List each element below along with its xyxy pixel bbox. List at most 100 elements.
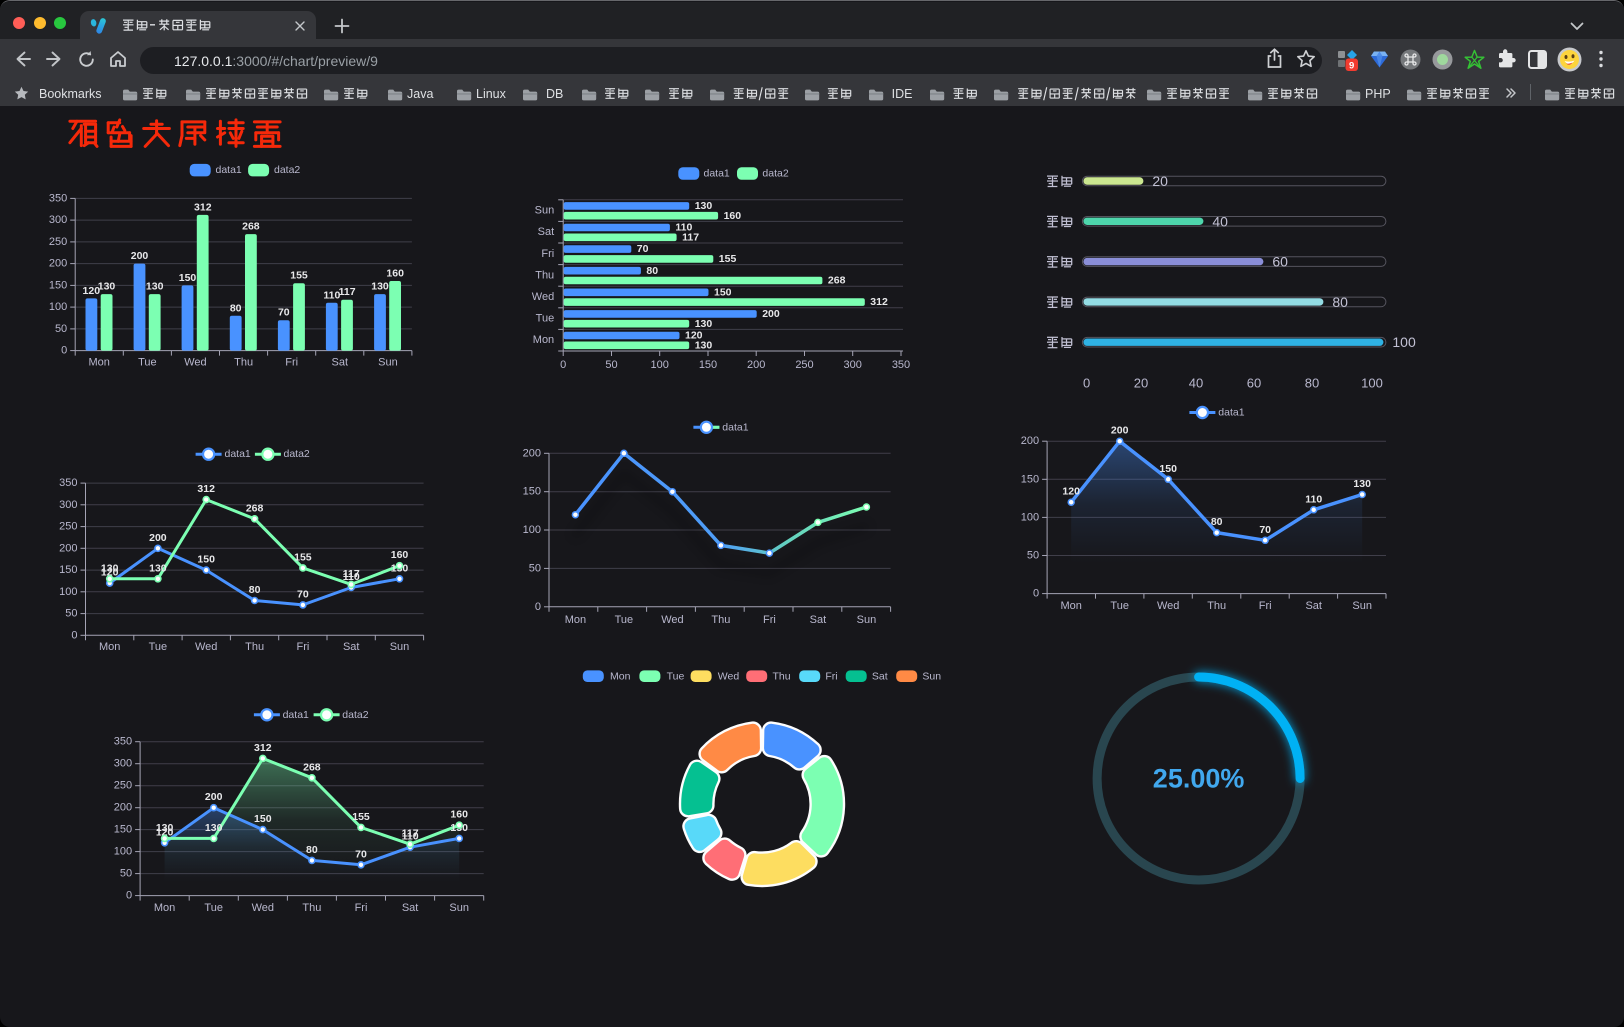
svg-text:120: 120 (1062, 486, 1080, 498)
svg-text:100: 100 (1361, 376, 1383, 391)
svg-text:Mon: Mon (154, 902, 175, 914)
svg-text:50: 50 (1027, 550, 1039, 562)
svg-text:Mon: Mon (565, 614, 586, 626)
svg-text:117: 117 (682, 231, 699, 243)
svg-text:data1: data1 (283, 709, 309, 721)
svg-text:350: 350 (49, 192, 67, 204)
svg-text:40: 40 (1212, 213, 1228, 229)
svg-text:data1: data1 (704, 168, 730, 180)
svg-text:50: 50 (605, 359, 617, 371)
svg-text:350: 350 (114, 736, 132, 748)
svg-text:155: 155 (719, 253, 737, 265)
svg-text:Sun: Sun (390, 641, 410, 653)
svg-text:200: 200 (59, 542, 77, 554)
svg-text:Wed: Wed (661, 614, 683, 626)
svg-text:Wed: Wed (1157, 600, 1179, 612)
svg-text:0: 0 (1033, 588, 1039, 600)
svg-text:0: 0 (71, 629, 77, 641)
svg-text:155: 155 (290, 270, 308, 282)
svg-text:data1: data1 (1218, 407, 1244, 419)
svg-text:9: 9 (1349, 60, 1354, 71)
svg-text:Wed: Wed (252, 902, 274, 914)
svg-text:100: 100 (49, 301, 67, 313)
svg-text:70: 70 (355, 848, 367, 860)
svg-text:130: 130 (156, 822, 174, 834)
svg-text:80: 80 (249, 584, 261, 596)
svg-text:Mon: Mon (1060, 600, 1081, 612)
svg-text:Sat: Sat (402, 902, 419, 914)
svg-text:100: 100 (651, 359, 669, 371)
svg-text:150: 150 (179, 272, 197, 284)
svg-text:Sat: Sat (538, 226, 555, 238)
svg-text:Tue: Tue (667, 670, 685, 682)
svg-text:Mon: Mon (88, 357, 109, 369)
svg-text:130: 130 (149, 562, 167, 574)
svg-text:100: 100 (1392, 334, 1416, 350)
svg-text:Mon: Mon (99, 641, 120, 653)
svg-text:110: 110 (402, 831, 419, 843)
svg-text:110: 110 (1305, 493, 1322, 505)
svg-text:200: 200 (747, 359, 765, 371)
svg-text:Sat: Sat (810, 614, 827, 626)
svg-text:20: 20 (1134, 376, 1148, 391)
svg-text:200: 200 (114, 802, 132, 814)
svg-text:data1: data1 (216, 164, 242, 176)
svg-text:350: 350 (892, 359, 910, 371)
svg-text:300: 300 (49, 214, 67, 226)
svg-text:70: 70 (278, 307, 290, 319)
svg-text:Thu: Thu (1207, 600, 1226, 612)
svg-text:data2: data2 (342, 709, 368, 721)
svg-text:150: 150 (1159, 463, 1177, 475)
svg-text:268: 268 (828, 275, 846, 287)
svg-text:Sun: Sun (378, 357, 398, 369)
svg-text:0: 0 (126, 890, 132, 902)
svg-text:Tue: Tue (204, 902, 223, 914)
svg-text:160: 160 (386, 268, 404, 280)
svg-text:150: 150 (49, 279, 67, 291)
svg-text:Wed: Wed (195, 641, 217, 653)
svg-text:130: 130 (205, 822, 223, 834)
svg-text:130: 130 (695, 200, 713, 212)
svg-text:117: 117 (339, 286, 356, 298)
svg-text:312: 312 (870, 296, 888, 308)
svg-text:80: 80 (1211, 516, 1223, 528)
svg-text:Sun: Sun (449, 902, 469, 914)
svg-text:150: 150 (114, 824, 132, 836)
svg-text:150: 150 (59, 564, 77, 576)
svg-text:130: 130 (101, 562, 119, 574)
svg-text:70: 70 (297, 588, 309, 600)
svg-text:25.00%: 25.00% (1153, 764, 1245, 794)
svg-text:Mon: Mon (610, 670, 631, 682)
svg-text:117: 117 (402, 828, 419, 840)
svg-text:160: 160 (450, 809, 468, 821)
svg-text:150: 150 (1021, 473, 1039, 485)
svg-text:Fri: Fri (355, 902, 368, 914)
svg-text:300: 300 (59, 499, 77, 511)
svg-text:0: 0 (61, 345, 67, 357)
svg-text:200: 200 (131, 250, 149, 262)
svg-text:data2: data2 (274, 164, 300, 176)
svg-text:250: 250 (795, 359, 813, 371)
svg-text:200: 200 (523, 447, 541, 459)
svg-text:50: 50 (55, 323, 67, 335)
svg-text:117: 117 (343, 568, 360, 580)
svg-text:200: 200 (49, 258, 67, 270)
svg-text:Sat: Sat (343, 641, 360, 653)
svg-text:Thu: Thu (773, 670, 791, 682)
svg-text:Thu: Thu (234, 357, 253, 369)
svg-text:20: 20 (1152, 173, 1168, 189)
svg-text:250: 250 (114, 780, 132, 792)
svg-text:150: 150 (254, 813, 272, 825)
svg-text:0: 0 (535, 601, 541, 613)
svg-text:Sat: Sat (872, 670, 888, 682)
svg-text:80: 80 (646, 265, 658, 277)
svg-text:200: 200 (1111, 425, 1129, 437)
svg-text:0: 0 (560, 359, 566, 371)
svg-text:60: 60 (1272, 254, 1288, 270)
svg-text:Tue: Tue (615, 614, 634, 626)
svg-text:130: 130 (695, 318, 713, 330)
svg-text:Sat: Sat (1305, 600, 1322, 612)
svg-text:Sat: Sat (332, 357, 349, 369)
svg-text:150: 150 (699, 359, 717, 371)
svg-text:250: 250 (49, 236, 67, 248)
